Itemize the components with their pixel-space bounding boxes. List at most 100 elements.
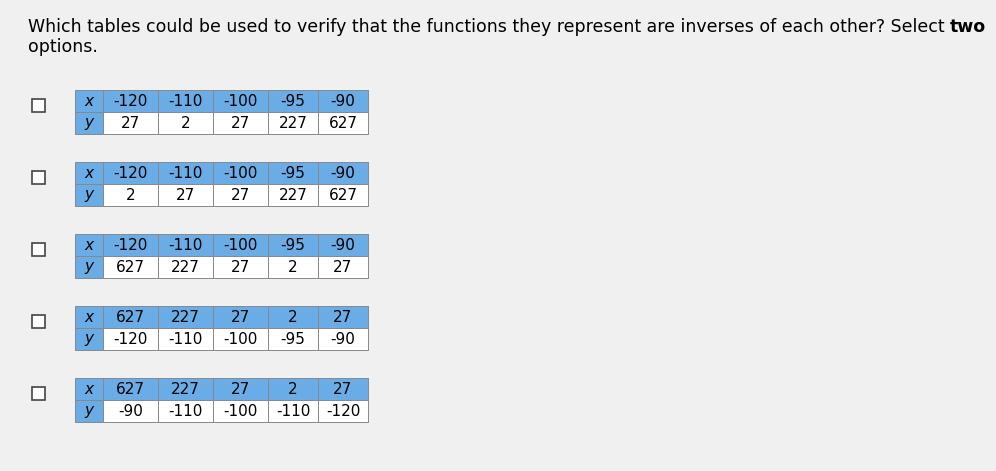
- Bar: [318, 378, 368, 400]
- Bar: [75, 90, 103, 112]
- Bar: [103, 328, 158, 350]
- Text: -120: -120: [114, 237, 147, 252]
- Bar: [268, 162, 318, 184]
- Bar: [213, 162, 268, 184]
- Text: -110: -110: [168, 165, 203, 180]
- Bar: [318, 328, 368, 350]
- Bar: [75, 162, 103, 184]
- Text: -110: -110: [168, 332, 203, 347]
- Text: y: y: [85, 404, 94, 419]
- Bar: [103, 112, 158, 134]
- Bar: [158, 90, 213, 112]
- Text: -100: -100: [223, 332, 258, 347]
- Bar: [75, 306, 103, 328]
- Bar: [268, 184, 318, 206]
- Text: 2: 2: [288, 309, 298, 325]
- Bar: [213, 112, 268, 134]
- Bar: [318, 400, 368, 422]
- Bar: [213, 400, 268, 422]
- Bar: [318, 162, 368, 184]
- Bar: [103, 400, 158, 422]
- Text: 627: 627: [116, 309, 145, 325]
- Text: 227: 227: [279, 187, 308, 203]
- Bar: [268, 328, 318, 350]
- Bar: [103, 162, 158, 184]
- Bar: [318, 90, 368, 112]
- Bar: [213, 256, 268, 278]
- Text: 27: 27: [334, 260, 353, 275]
- Bar: [213, 90, 268, 112]
- Text: -120: -120: [114, 94, 147, 108]
- Text: -95: -95: [281, 332, 306, 347]
- Text: x: x: [85, 165, 94, 180]
- Text: 2: 2: [125, 187, 135, 203]
- Bar: [75, 256, 103, 278]
- Bar: [268, 306, 318, 328]
- Text: 27: 27: [231, 115, 250, 130]
- Bar: [213, 184, 268, 206]
- Text: -110: -110: [168, 404, 203, 419]
- Bar: [318, 256, 368, 278]
- Text: 2: 2: [288, 260, 298, 275]
- Text: -100: -100: [223, 94, 258, 108]
- Text: x: x: [85, 94, 94, 108]
- Bar: [75, 328, 103, 350]
- Text: -90: -90: [331, 332, 356, 347]
- Text: 627: 627: [116, 260, 145, 275]
- Text: -90: -90: [331, 94, 356, 108]
- Bar: [75, 112, 103, 134]
- Bar: [268, 90, 318, 112]
- Text: 2: 2: [288, 382, 298, 397]
- Text: y: y: [85, 260, 94, 275]
- Text: -90: -90: [331, 165, 356, 180]
- Bar: [158, 328, 213, 350]
- Text: 27: 27: [334, 382, 353, 397]
- Bar: [158, 400, 213, 422]
- Text: -120: -120: [326, 404, 361, 419]
- Bar: [268, 234, 318, 256]
- Bar: [103, 234, 158, 256]
- Text: -110: -110: [168, 94, 203, 108]
- Bar: [158, 112, 213, 134]
- Text: 27: 27: [231, 382, 250, 397]
- Bar: [268, 256, 318, 278]
- Bar: [32, 387, 45, 400]
- Text: 627: 627: [116, 382, 145, 397]
- Text: -100: -100: [223, 165, 258, 180]
- Text: 27: 27: [121, 115, 140, 130]
- Bar: [213, 306, 268, 328]
- Bar: [103, 306, 158, 328]
- Text: 227: 227: [171, 309, 200, 325]
- Bar: [75, 234, 103, 256]
- Text: -90: -90: [119, 404, 143, 419]
- Bar: [32, 99, 45, 112]
- Bar: [213, 328, 268, 350]
- Text: x: x: [85, 382, 94, 397]
- Text: two: two: [950, 18, 986, 36]
- Text: 627: 627: [329, 187, 358, 203]
- Bar: [75, 378, 103, 400]
- Text: options.: options.: [28, 38, 98, 56]
- Bar: [318, 112, 368, 134]
- Text: Which tables could be used to verify that the functions they represent are inver: Which tables could be used to verify tha…: [28, 18, 950, 36]
- Bar: [75, 400, 103, 422]
- Bar: [318, 306, 368, 328]
- Bar: [75, 184, 103, 206]
- Text: -90: -90: [331, 237, 356, 252]
- Bar: [213, 234, 268, 256]
- Bar: [318, 184, 368, 206]
- Bar: [158, 306, 213, 328]
- Text: -110: -110: [276, 404, 310, 419]
- Bar: [268, 378, 318, 400]
- Bar: [158, 378, 213, 400]
- Text: y: y: [85, 332, 94, 347]
- Bar: [103, 90, 158, 112]
- Text: 27: 27: [231, 309, 250, 325]
- Text: -95: -95: [281, 237, 306, 252]
- Text: -95: -95: [281, 94, 306, 108]
- Text: 27: 27: [176, 187, 195, 203]
- Text: 27: 27: [334, 309, 353, 325]
- Bar: [103, 256, 158, 278]
- Bar: [32, 171, 45, 184]
- Text: -100: -100: [223, 237, 258, 252]
